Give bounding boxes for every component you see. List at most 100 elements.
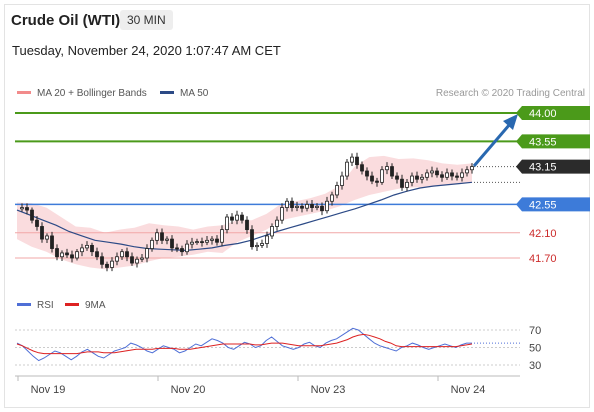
x-axis: Nov 19 Nov 20 Nov 23 Nov 24	[17, 376, 486, 396]
candle-body	[340, 175, 344, 186]
candle-body	[35, 219, 39, 227]
candle-body	[25, 207, 29, 211]
candle-body	[305, 204, 309, 209]
candle-body	[40, 226, 44, 240]
candle-body	[335, 185, 339, 196]
candle-body	[210, 238, 214, 241]
interval-badge[interactable]: 30 MIN	[120, 10, 173, 30]
candle-body	[220, 229, 224, 243]
candle-body	[235, 214, 239, 221]
candle-body	[420, 176, 424, 180]
x-tick-label: Nov 24	[451, 384, 486, 396]
candle-body	[105, 263, 109, 268]
candle-body	[185, 243, 189, 253]
candle-body	[45, 235, 49, 240]
candle-body	[175, 247, 179, 250]
candle-body	[440, 174, 444, 178]
bollinger-fill	[17, 155, 472, 270]
candle-body	[130, 256, 134, 264]
level-label-43.15: 43.15	[529, 162, 557, 174]
candle-body	[245, 219, 249, 231]
candle-body	[455, 175, 459, 178]
x-tick-label: Nov 23	[311, 384, 346, 396]
rsi-tick-50: 50	[529, 343, 541, 355]
level-tag-43.55	[516, 134, 590, 149]
candle-body	[400, 178, 404, 188]
ma20-legend-swatch	[17, 91, 31, 94]
ma20-legend-label: MA 20 + Bollinger Bands	[37, 88, 147, 99]
candle-body	[85, 244, 89, 249]
level-label-43.55: 43.55	[529, 136, 557, 148]
candle-body	[470, 166, 474, 171]
candle-body	[270, 226, 274, 237]
ma50-line-group	[16, 181, 473, 252]
arrow-shaft	[472, 123, 512, 167]
rsi-legend-label: RSI	[37, 300, 54, 311]
x-tick-label: Nov 20	[171, 384, 206, 396]
ma9-legend-swatch	[65, 303, 79, 306]
x-tick-label: Nov 19	[31, 384, 66, 396]
candle-body	[150, 239, 154, 249]
candle-body	[355, 156, 359, 166]
candle-body	[450, 172, 454, 177]
candle-body	[65, 252, 69, 256]
forecast-arrow	[472, 114, 518, 167]
candle-body	[215, 238, 219, 243]
arrow-head	[503, 114, 518, 130]
candle-body	[50, 235, 54, 249]
level-tag-42.55	[516, 197, 590, 212]
candle-body	[360, 164, 364, 172]
candle-body	[330, 194, 334, 202]
candle-body	[115, 256, 119, 262]
candle-body	[265, 235, 269, 244]
timestamp: Tuesday, November 24, 2020 1:07:47 AM CE…	[12, 43, 281, 58]
candle-body	[430, 170, 434, 174]
candle-body	[30, 209, 34, 221]
candle-body	[155, 232, 159, 241]
candle-body	[170, 238, 174, 249]
candle-body	[120, 251, 124, 258]
candlestick-series	[20, 152, 474, 272]
candle-body	[80, 247, 84, 253]
candle-body	[195, 241, 199, 244]
rsi-panel: 70 50 30	[15, 325, 541, 372]
candle-body	[240, 214, 244, 221]
candle-body	[365, 170, 369, 177]
ma50-legend-swatch	[160, 91, 174, 94]
candle-body	[60, 252, 64, 258]
candle-body	[445, 172, 449, 178]
rsi-legend-swatch	[17, 303, 31, 306]
candle-body	[405, 181, 409, 188]
candle-body	[300, 205, 304, 209]
candle-body	[350, 156, 354, 163]
candle-body	[285, 200, 289, 208]
candle-body	[75, 251, 79, 259]
candle-body	[435, 170, 439, 176]
candle-body	[380, 169, 384, 183]
rsi-tick-70: 70	[529, 325, 541, 337]
candle-body	[345, 161, 349, 177]
level-label-44.00: 44.00	[529, 108, 557, 120]
candle-body	[200, 241, 204, 244]
candle-body	[280, 207, 284, 221]
candle-body	[250, 229, 254, 248]
level-lines	[15, 112, 523, 259]
candle-body	[230, 216, 234, 221]
candle-body	[255, 244, 259, 248]
candle-body	[325, 200, 329, 212]
candle-body	[165, 238, 169, 241]
ma50-legend-label: MA 50	[180, 88, 209, 99]
candle-body	[425, 172, 429, 178]
candle-body	[225, 216, 229, 231]
level-labels: 44.00 43.55 43.15 42.55 42.10 41.70	[516, 106, 590, 265]
candle-body	[95, 251, 99, 258]
candle-body	[370, 175, 374, 182]
rsi-ma9-line	[16, 333, 473, 355]
candle-body	[180, 248, 184, 253]
candle-body	[205, 239, 209, 243]
candle-body	[390, 166, 394, 177]
candle-body	[310, 204, 314, 208]
last-price-guides	[474, 166, 520, 183]
candle-body	[55, 248, 59, 258]
